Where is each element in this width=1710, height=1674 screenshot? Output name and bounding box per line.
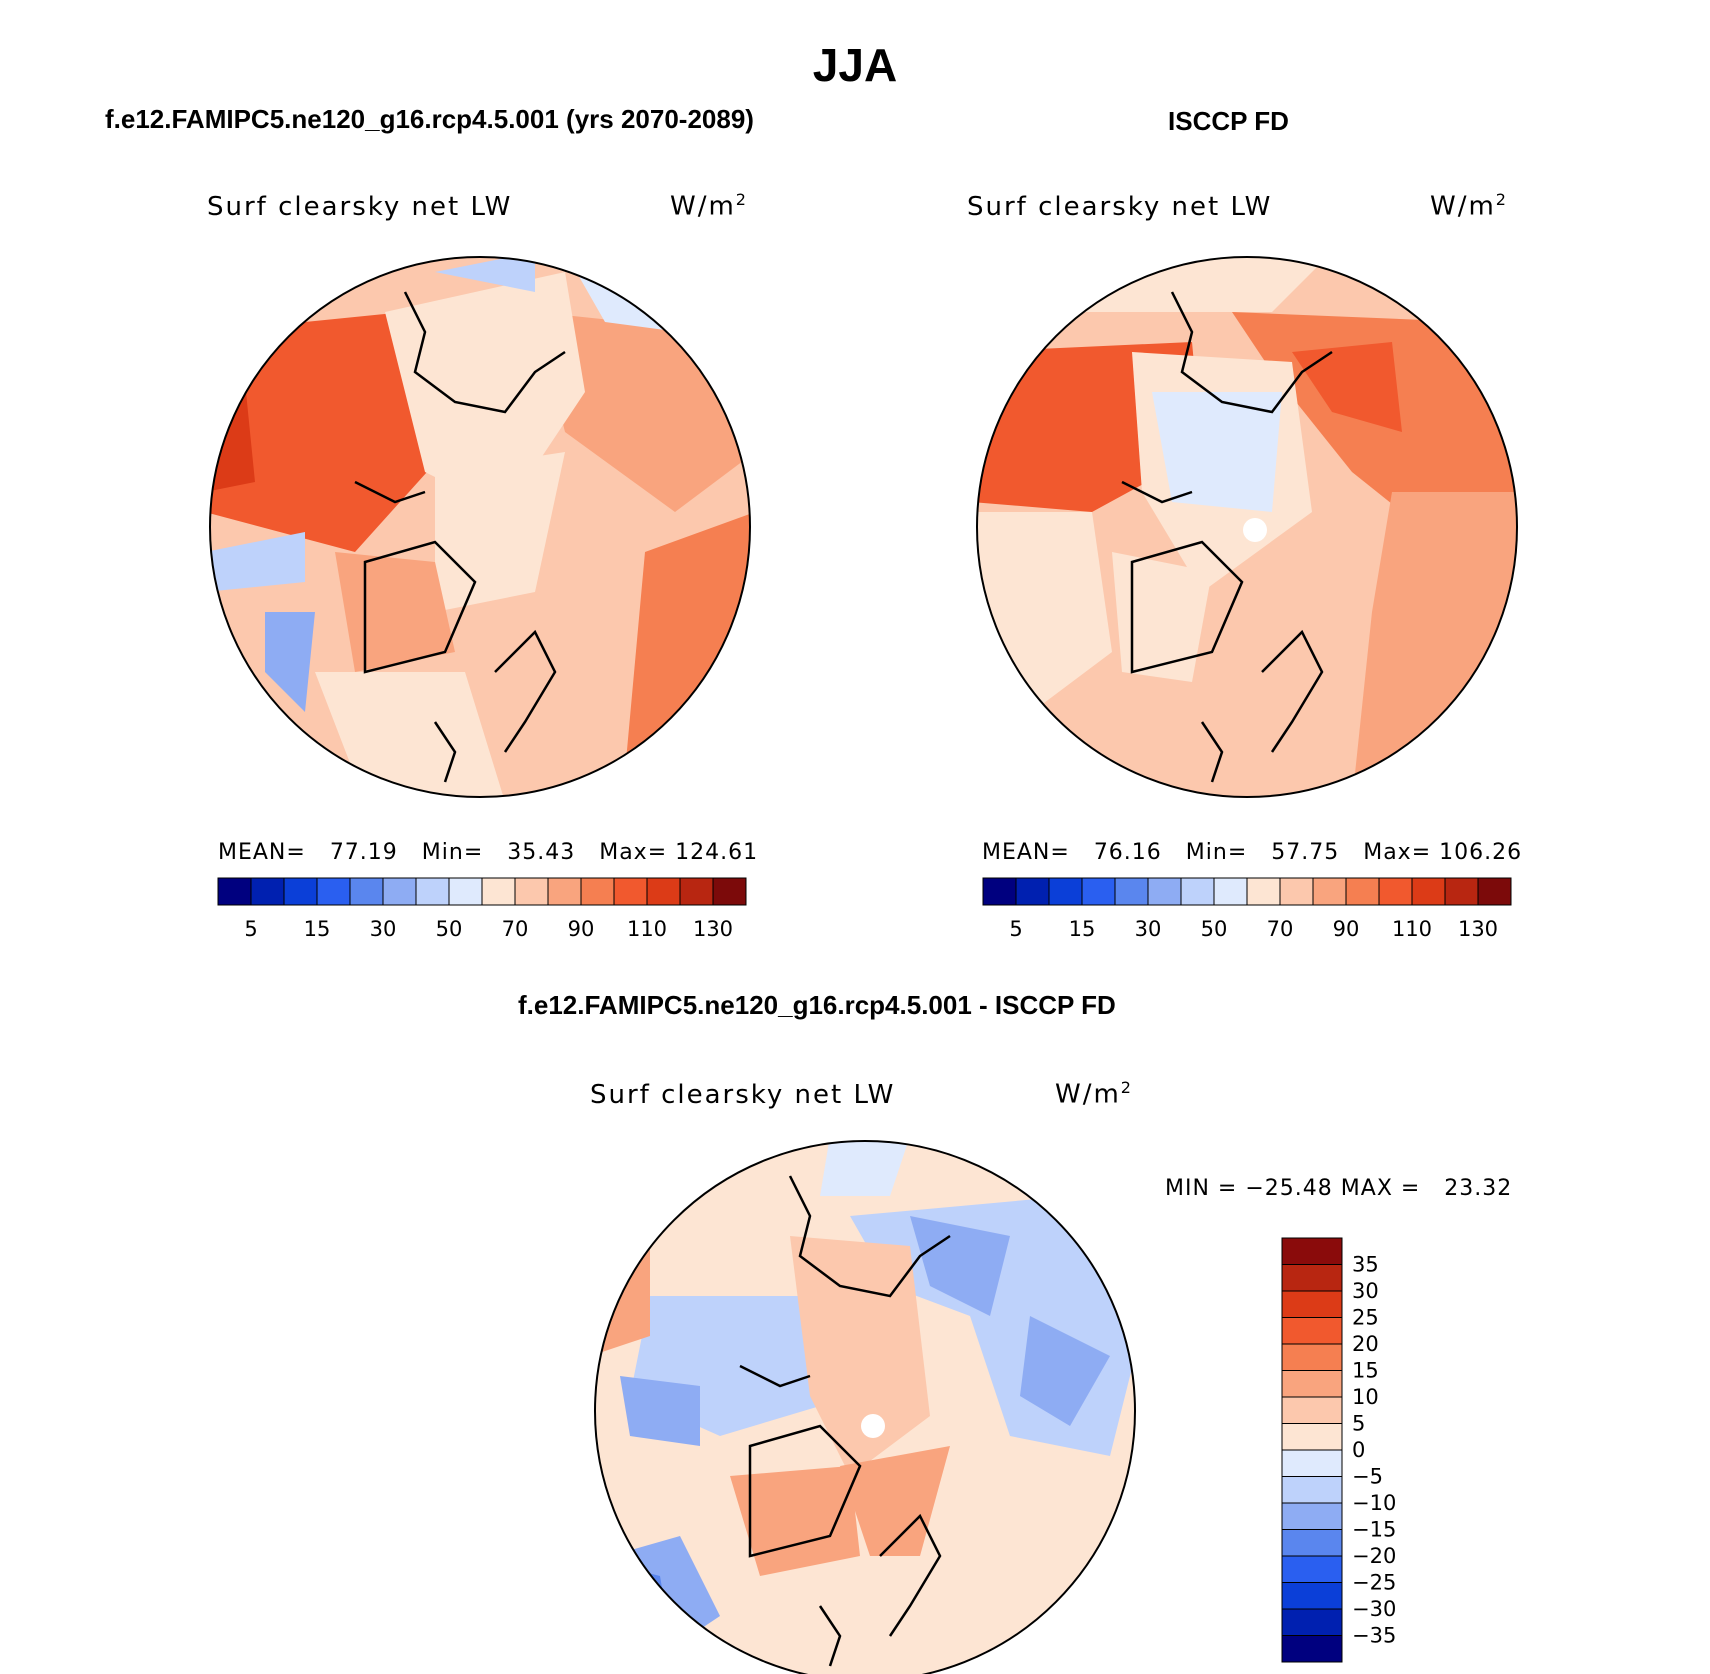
model-stats: MEAN= 77.19 Min= 35.43 Max= 124.61 [218, 840, 759, 865]
obs-variable-label: Surf clearsky net LW [967, 192, 1273, 222]
diff-variable-label: Surf clearsky net LW [590, 1080, 896, 1110]
model-colorbar-swatch [382, 877, 417, 906]
model-colorbar-swatch [217, 877, 252, 906]
model-colorbar-swatch [679, 877, 714, 906]
diff-colorbar-swatch [1281, 1608, 1343, 1636]
diff-colorbar-swatch [1281, 1317, 1343, 1345]
obs-colorbar-tick-label: 30 [1135, 917, 1162, 941]
model-colorbar-swatch [712, 877, 747, 906]
diff-colorbar-swatch [1281, 1423, 1343, 1451]
obs-colorbar-tick-label: 15 [1069, 917, 1096, 941]
model-colorbar-tick-label: 70 [502, 917, 529, 941]
model-colorbar-swatch [481, 877, 516, 906]
diff-colorbar-tick-label: 20 [1352, 1332, 1379, 1356]
diff-colorbar-swatch [1281, 1502, 1343, 1530]
obs-colorbar-swatch [1081, 877, 1116, 906]
diff-colorbar-tick-label: 30 [1352, 1279, 1379, 1303]
diff-colorbar-swatch [1281, 1237, 1343, 1265]
obs-colorbar-swatch [1378, 877, 1413, 906]
model-colorbar-swatch [349, 877, 384, 906]
diff-colorbar-swatch [1281, 1264, 1343, 1292]
diff-colorbar-tick-label: 0 [1352, 1438, 1365, 1462]
model-polar-map [209, 256, 751, 798]
model-colorbar-swatch [316, 877, 351, 906]
diff-colorbar-tick-label: −25 [1352, 1571, 1396, 1595]
model-colorbar-swatch [646, 877, 681, 906]
diff-colorbar-swatch [1281, 1529, 1343, 1557]
obs-colorbar-tick-label: 110 [1392, 917, 1432, 941]
model-case-title: f.e12.FAMIPC5.ne120_g16.rcp4.5.001 (yrs … [105, 104, 754, 134]
model-variable-label: Surf clearsky net LW [207, 192, 513, 222]
diff-colorbar-swatch [1281, 1343, 1343, 1371]
diff-colorbar-tick-label: −35 [1352, 1624, 1396, 1648]
diff-colorbar-swatch [1281, 1476, 1343, 1504]
model-colorbar-swatch [547, 877, 582, 906]
diff-colorbar-tick-label: −15 [1352, 1518, 1396, 1542]
diff-colorbar-swatch [1281, 1290, 1343, 1318]
diff-colorbar-tick-label: −10 [1352, 1491, 1396, 1515]
model-colorbar-tick-label: 15 [304, 917, 331, 941]
diff-colorbar-tick-label: 5 [1352, 1412, 1365, 1436]
diff-colorbar-swatch [1281, 1396, 1343, 1424]
diff-colorbar-tick-label: −5 [1352, 1465, 1383, 1489]
diff-colorbar-tick-label: 15 [1352, 1359, 1379, 1383]
obs-colorbar-swatch [1279, 877, 1314, 906]
diff-minmax: MIN = −25.48 MAX = 23.32 [1165, 1176, 1513, 1201]
model-colorbar-tick-label: 110 [627, 917, 667, 941]
diff-colorbar-swatch [1281, 1449, 1343, 1477]
obs-case-title: ISCCP FD [1168, 106, 1289, 136]
model-colorbar-tick-label: 5 [244, 917, 257, 941]
obs-colorbar-swatch [1180, 877, 1215, 906]
model-colorbar-swatch [580, 877, 615, 906]
obs-colorbar-swatch [1114, 877, 1149, 906]
obs-colorbar-swatch [1015, 877, 1050, 906]
obs-colorbar-swatch [1246, 877, 1281, 906]
obs-colorbar-swatch [1147, 877, 1182, 906]
model-colorbar-swatch [448, 877, 483, 906]
model-colorbar-swatch [250, 877, 285, 906]
model-colorbar-tick-label: 50 [436, 917, 463, 941]
diff-colorbar-swatch [1281, 1635, 1343, 1663]
obs-colorbar-tick-label: 130 [1458, 917, 1498, 941]
model-colorbar-swatch [415, 877, 450, 906]
diff-colorbar-tick-label: 35 [1352, 1253, 1379, 1277]
diff-colorbar-tick-label: 25 [1352, 1306, 1379, 1330]
diff-colorbar-swatch [1281, 1582, 1343, 1610]
obs-stats: MEAN= 76.16 Min= 57.75 Max= 106.26 [982, 840, 1523, 865]
diff-polar-map [594, 1140, 1136, 1674]
model-colorbar-swatch [514, 877, 549, 906]
obs-colorbar-tick-label: 90 [1333, 917, 1360, 941]
model-units-label: W/m2 [670, 190, 748, 222]
obs-colorbar-tick-label: 50 [1201, 917, 1228, 941]
obs-polar-map [976, 256, 1518, 798]
model-colorbar-tick-label: 130 [693, 917, 733, 941]
model-colorbar-swatch [613, 877, 648, 906]
model-colorbar-tick-label: 90 [568, 917, 595, 941]
model-colorbar-tick-label: 30 [370, 917, 397, 941]
obs-colorbar-swatch [1477, 877, 1512, 906]
obs-colorbar-swatch [1444, 877, 1479, 906]
diff-colorbar-swatch [1281, 1555, 1343, 1583]
obs-units-label: W/m2 [1430, 190, 1508, 222]
obs-colorbar-swatch [1411, 877, 1446, 906]
diff-colorbar-tick-label: −30 [1352, 1597, 1396, 1621]
obs-colorbar: 5 15 30 50 70 90 110 130 [982, 877, 1512, 941]
obs-colorbar-tick-label: 70 [1267, 917, 1294, 941]
diff-colorbar-swatch [1281, 1370, 1343, 1398]
diff-colorbar-tick-label: −20 [1352, 1544, 1396, 1568]
obs-colorbar-swatch [1345, 877, 1380, 906]
obs-colorbar-swatch [1312, 877, 1347, 906]
diff-units-label: W/m2 [1055, 1078, 1133, 1110]
obs-colorbar-swatch [982, 877, 1017, 906]
obs-colorbar-tick-label: 5 [1009, 917, 1022, 941]
obs-colorbar-swatch [1213, 877, 1248, 906]
obs-colorbar-swatch [1048, 877, 1083, 906]
model-colorbar-swatch [283, 877, 318, 906]
diff-colorbar-tick-label: 10 [1352, 1385, 1379, 1409]
model-colorbar: 5 15 30 50 70 90 110 130 [217, 877, 747, 941]
diff-case-title: f.e12.FAMIPC5.ne120_g16.rcp4.5.001 - ISC… [518, 990, 1116, 1020]
season-title: JJA [812, 39, 898, 91]
